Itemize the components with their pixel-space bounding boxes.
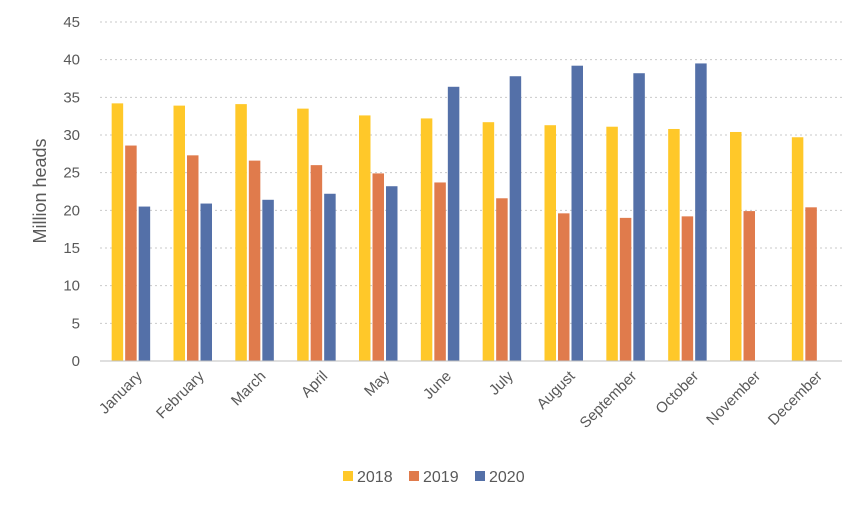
bar-2019-june	[434, 182, 446, 361]
x-axis-ticks: January February March April May June July Augu…	[96, 367, 826, 431]
legend-item-2019: 2019	[409, 469, 459, 486]
bar-2019-january	[125, 145, 137, 361]
y-tick-label: 20	[63, 202, 80, 219]
bar-2018-march	[235, 104, 247, 361]
x-tick-label: January	[96, 367, 146, 417]
legend-swatch	[475, 471, 485, 481]
legend: 2018 2019 2020	[343, 469, 525, 486]
bar-2018-december	[791, 137, 804, 361]
y-tick-label: 15	[63, 240, 80, 257]
y-tick-label: 40	[63, 52, 80, 69]
bar-2020-march	[262, 199, 274, 361]
bar-2018-july	[482, 122, 495, 362]
y-tick-label: 45	[63, 14, 80, 31]
y-tick-label: 10	[63, 278, 80, 295]
y-axis-ticks: 0 5 10 15 20 25 30 35 40 45	[63, 14, 80, 370]
y-axis-title: Million heads	[30, 138, 50, 243]
legend-label: 2018	[357, 469, 393, 486]
bar-2020-october	[695, 63, 707, 361]
y-tick-label: 25	[63, 165, 80, 182]
bar-2018-february	[173, 105, 185, 362]
bar-2020-february	[200, 203, 212, 361]
y-tick-label: 30	[63, 127, 80, 144]
legend-swatch	[343, 471, 353, 481]
bar-2020-january	[138, 206, 151, 361]
bar-2018-june	[420, 118, 433, 361]
bar-2019-may	[372, 173, 384, 361]
legend-label: 2019	[423, 469, 459, 486]
bar-2018-october	[668, 128, 680, 361]
y-tick-label: 35	[63, 89, 80, 106]
x-tick-label: February	[153, 367, 208, 422]
bar-2020-july	[509, 76, 522, 362]
x-tick-label: April	[298, 368, 331, 401]
y-tick-label: 0	[72, 353, 80, 370]
bar-2020-april	[324, 193, 336, 361]
bar-2020-june	[447, 86, 460, 361]
bar-2020-august	[571, 65, 583, 362]
bar-2019-october	[681, 216, 694, 361]
bar-2020-may	[386, 186, 398, 361]
bar-2018-november	[730, 131, 742, 361]
x-tick-label: November	[703, 368, 764, 429]
bar-2018-august	[544, 125, 556, 361]
x-tick-label: October	[652, 368, 702, 418]
bars	[111, 63, 817, 362]
x-tick-label: March	[228, 368, 269, 409]
bar-2019-july	[496, 198, 508, 361]
x-tick-label: June	[420, 368, 455, 403]
bar-2018-april	[297, 108, 309, 361]
bar-2019-november	[743, 211, 755, 361]
legend-label: 2020	[489, 469, 525, 486]
bar-2018-january	[111, 103, 124, 362]
bar-2019-march	[248, 160, 261, 361]
x-tick-label: December	[765, 368, 826, 429]
x-tick-label: August	[534, 367, 580, 413]
bar-2019-december	[805, 207, 817, 361]
y-tick-label: 5	[72, 315, 80, 332]
legend-item-2018: 2018	[343, 469, 393, 486]
legend-swatch	[409, 471, 419, 481]
bar-2018-september	[606, 126, 618, 361]
x-tick-label: September	[577, 368, 641, 432]
bar-2019-february	[187, 155, 199, 361]
gridlines	[100, 21, 842, 324]
x-tick-label: May	[361, 367, 393, 399]
bar-2018-may	[359, 115, 371, 361]
legend-item-2020: 2020	[475, 469, 525, 486]
bar-2020-september	[633, 73, 645, 361]
bar-2019-september	[619, 217, 632, 361]
bar-2019-august	[558, 213, 570, 361]
x-tick-label: July	[486, 367, 517, 398]
bar-2019-april	[310, 165, 323, 361]
